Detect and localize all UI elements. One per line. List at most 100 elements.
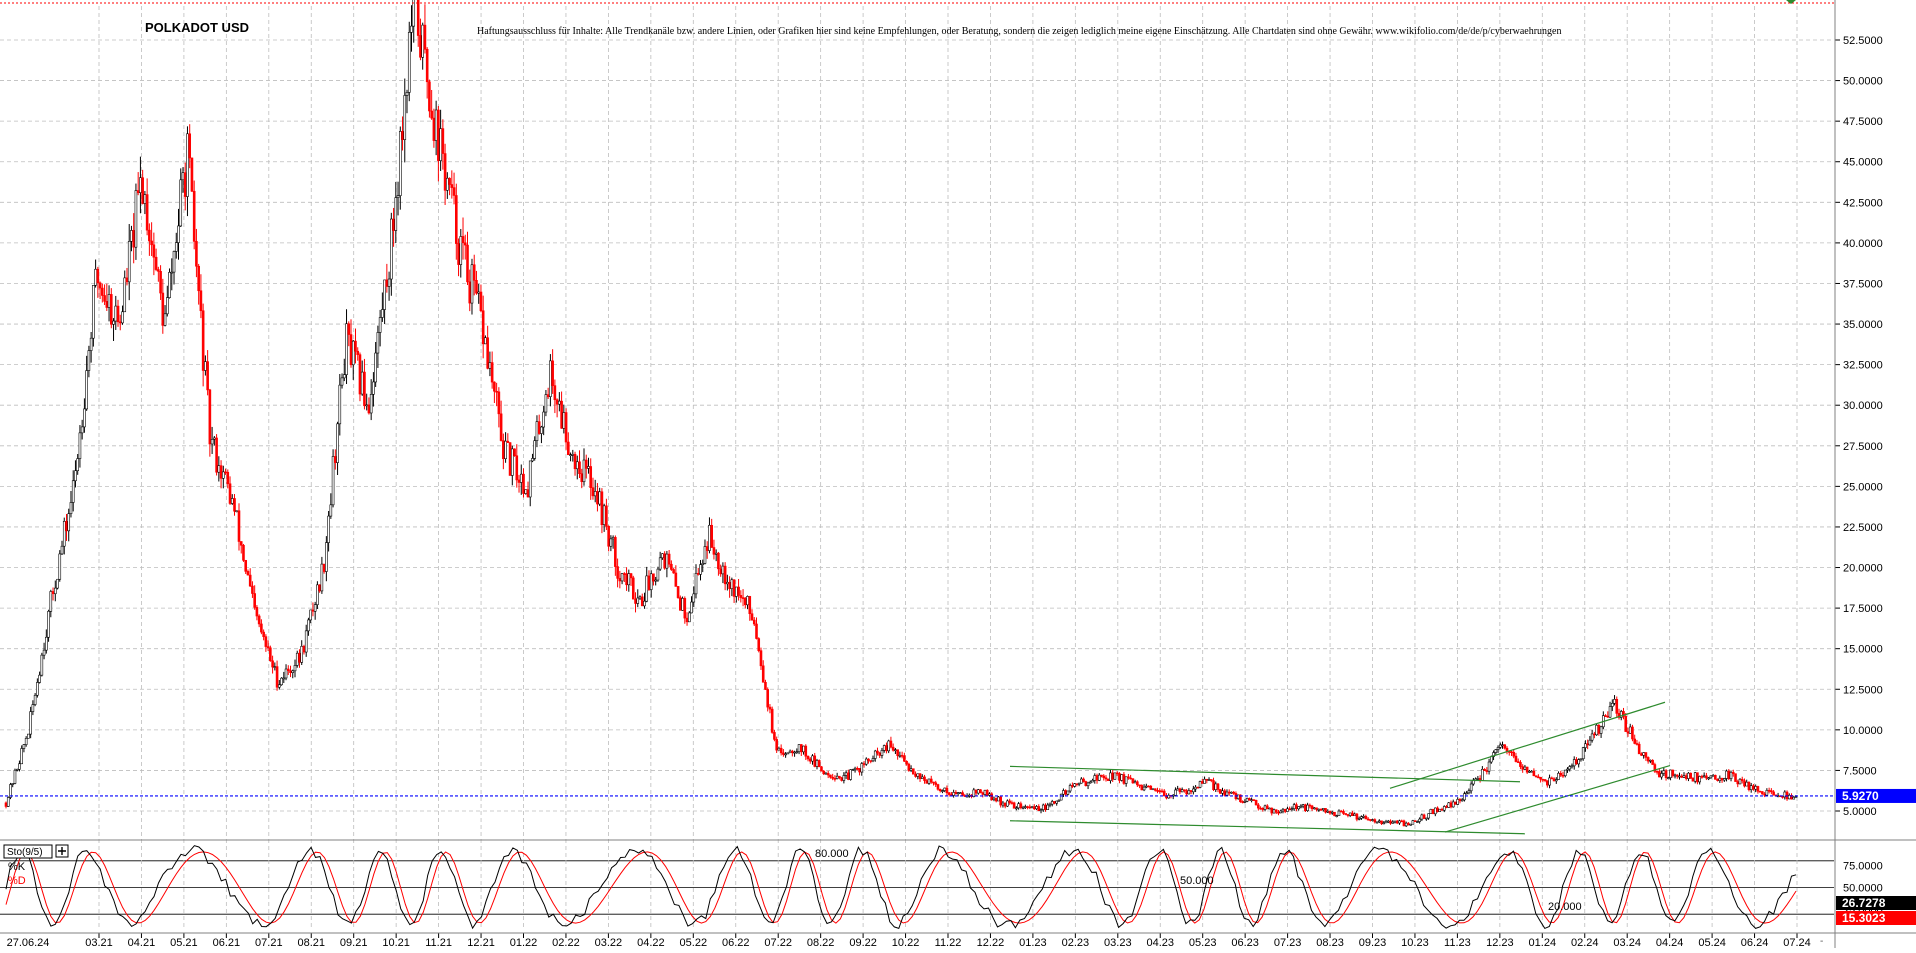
candle-body [1402, 820, 1406, 827]
candle-body [997, 796, 1000, 802]
candle-body [1089, 781, 1092, 784]
candle-body [271, 660, 274, 668]
candle-body [125, 277, 129, 283]
candle-body [1216, 783, 1220, 790]
candle-body [262, 631, 265, 637]
xtick-label: 04.23 [1146, 937, 1174, 948]
candle-body [932, 781, 935, 784]
candle-body [1407, 822, 1410, 826]
candle-body [905, 760, 908, 765]
candle-body [1550, 777, 1554, 780]
candle-body [766, 689, 770, 708]
candle-body [1071, 785, 1074, 787]
k-value: 26.7278 [1842, 896, 1886, 910]
candle-body [1669, 769, 1672, 778]
candle-body [1373, 819, 1377, 823]
candle-body [1001, 802, 1005, 806]
candle-body [562, 412, 566, 429]
candle-body [354, 340, 357, 352]
candle-body [1084, 781, 1088, 787]
candle-body [280, 677, 283, 686]
candle-body [638, 596, 642, 599]
candle-body [369, 393, 373, 414]
candle-body [598, 491, 601, 505]
candle-body [1194, 786, 1197, 790]
xtick-label: 08.23 [1316, 937, 1344, 948]
candle-body [546, 394, 550, 397]
candle-body [587, 466, 590, 469]
candle-body [479, 291, 483, 312]
scroll-right-icon[interactable]: - [1820, 936, 1823, 947]
candle-body [1684, 775, 1688, 779]
candle-body [468, 281, 472, 304]
candle-body [701, 563, 705, 565]
candle-body [876, 750, 879, 754]
candle-body [1118, 773, 1121, 781]
candle-body [336, 423, 339, 463]
candle-body [251, 585, 254, 594]
candle-body [652, 573, 655, 582]
candle-body [726, 581, 729, 585]
candle-body [130, 230, 133, 242]
candle-body [853, 767, 857, 770]
candle-body [1386, 820, 1390, 823]
candle-body [477, 291, 481, 294]
candle-body [295, 652, 299, 666]
candle-body [224, 471, 227, 474]
candle-body [1541, 778, 1545, 781]
candle-body [1781, 796, 1784, 798]
candle-body [880, 750, 884, 756]
candle-body [112, 320, 115, 325]
candle-body [381, 309, 384, 318]
candle-body [423, 24, 427, 50]
candle-body [1272, 809, 1276, 814]
candle-body [1310, 805, 1314, 810]
scroll-marker-icon[interactable] [1786, 0, 1796, 4]
d-value: 15.3023 [1842, 911, 1886, 925]
candle-body [45, 636, 48, 651]
time-axis[interactable]: 27.06.24 03.21 04.21 05.21 06.21 07.21 08.21 09… [7, 933, 1811, 949]
candle-body [1787, 795, 1791, 800]
candle-body [589, 466, 593, 489]
candle-body [1209, 779, 1213, 781]
candle-body [1653, 764, 1657, 772]
candle-body [1066, 790, 1070, 795]
candle-body [1599, 726, 1603, 734]
candle-body [289, 670, 292, 673]
stoch-label-box[interactable] [3, 844, 53, 859]
candle-body [1637, 743, 1641, 755]
candle-body [20, 748, 23, 765]
candle-body [1308, 804, 1312, 807]
candle-body [1646, 757, 1650, 762]
candle-body [472, 264, 476, 281]
candle-body [614, 537, 617, 567]
candle-body [439, 128, 442, 161]
candle-body [972, 789, 976, 797]
candle-body [999, 796, 1002, 806]
price-axis[interactable]: 52.5000 50.0000 47.5000 45.0000 42.5000 40.00… [1835, 35, 1883, 818]
candle-body [685, 617, 689, 623]
candle-body [1631, 726, 1634, 740]
candle-body [1734, 773, 1737, 782]
candle-body [849, 769, 852, 780]
candle-body [549, 360, 552, 397]
candle-body [1615, 699, 1619, 714]
candle-body [36, 682, 39, 696]
ytick-label: 25.0000 [1843, 481, 1883, 493]
candle-body [450, 184, 454, 188]
candle-body [1613, 699, 1616, 704]
candle-body [1113, 772, 1117, 780]
candle-body [1017, 803, 1020, 809]
candle-body [645, 575, 649, 602]
candle-body [325, 542, 328, 572]
candle-body [1725, 770, 1728, 779]
candle-body [226, 471, 230, 485]
candle-body [1770, 790, 1773, 793]
candle-body [101, 287, 104, 296]
candle-body [1348, 812, 1352, 816]
candle-body [1709, 775, 1713, 779]
candle-body [1301, 804, 1305, 807]
candle-body [1248, 798, 1251, 801]
candle-body [533, 440, 537, 459]
candle-body [976, 789, 980, 794]
